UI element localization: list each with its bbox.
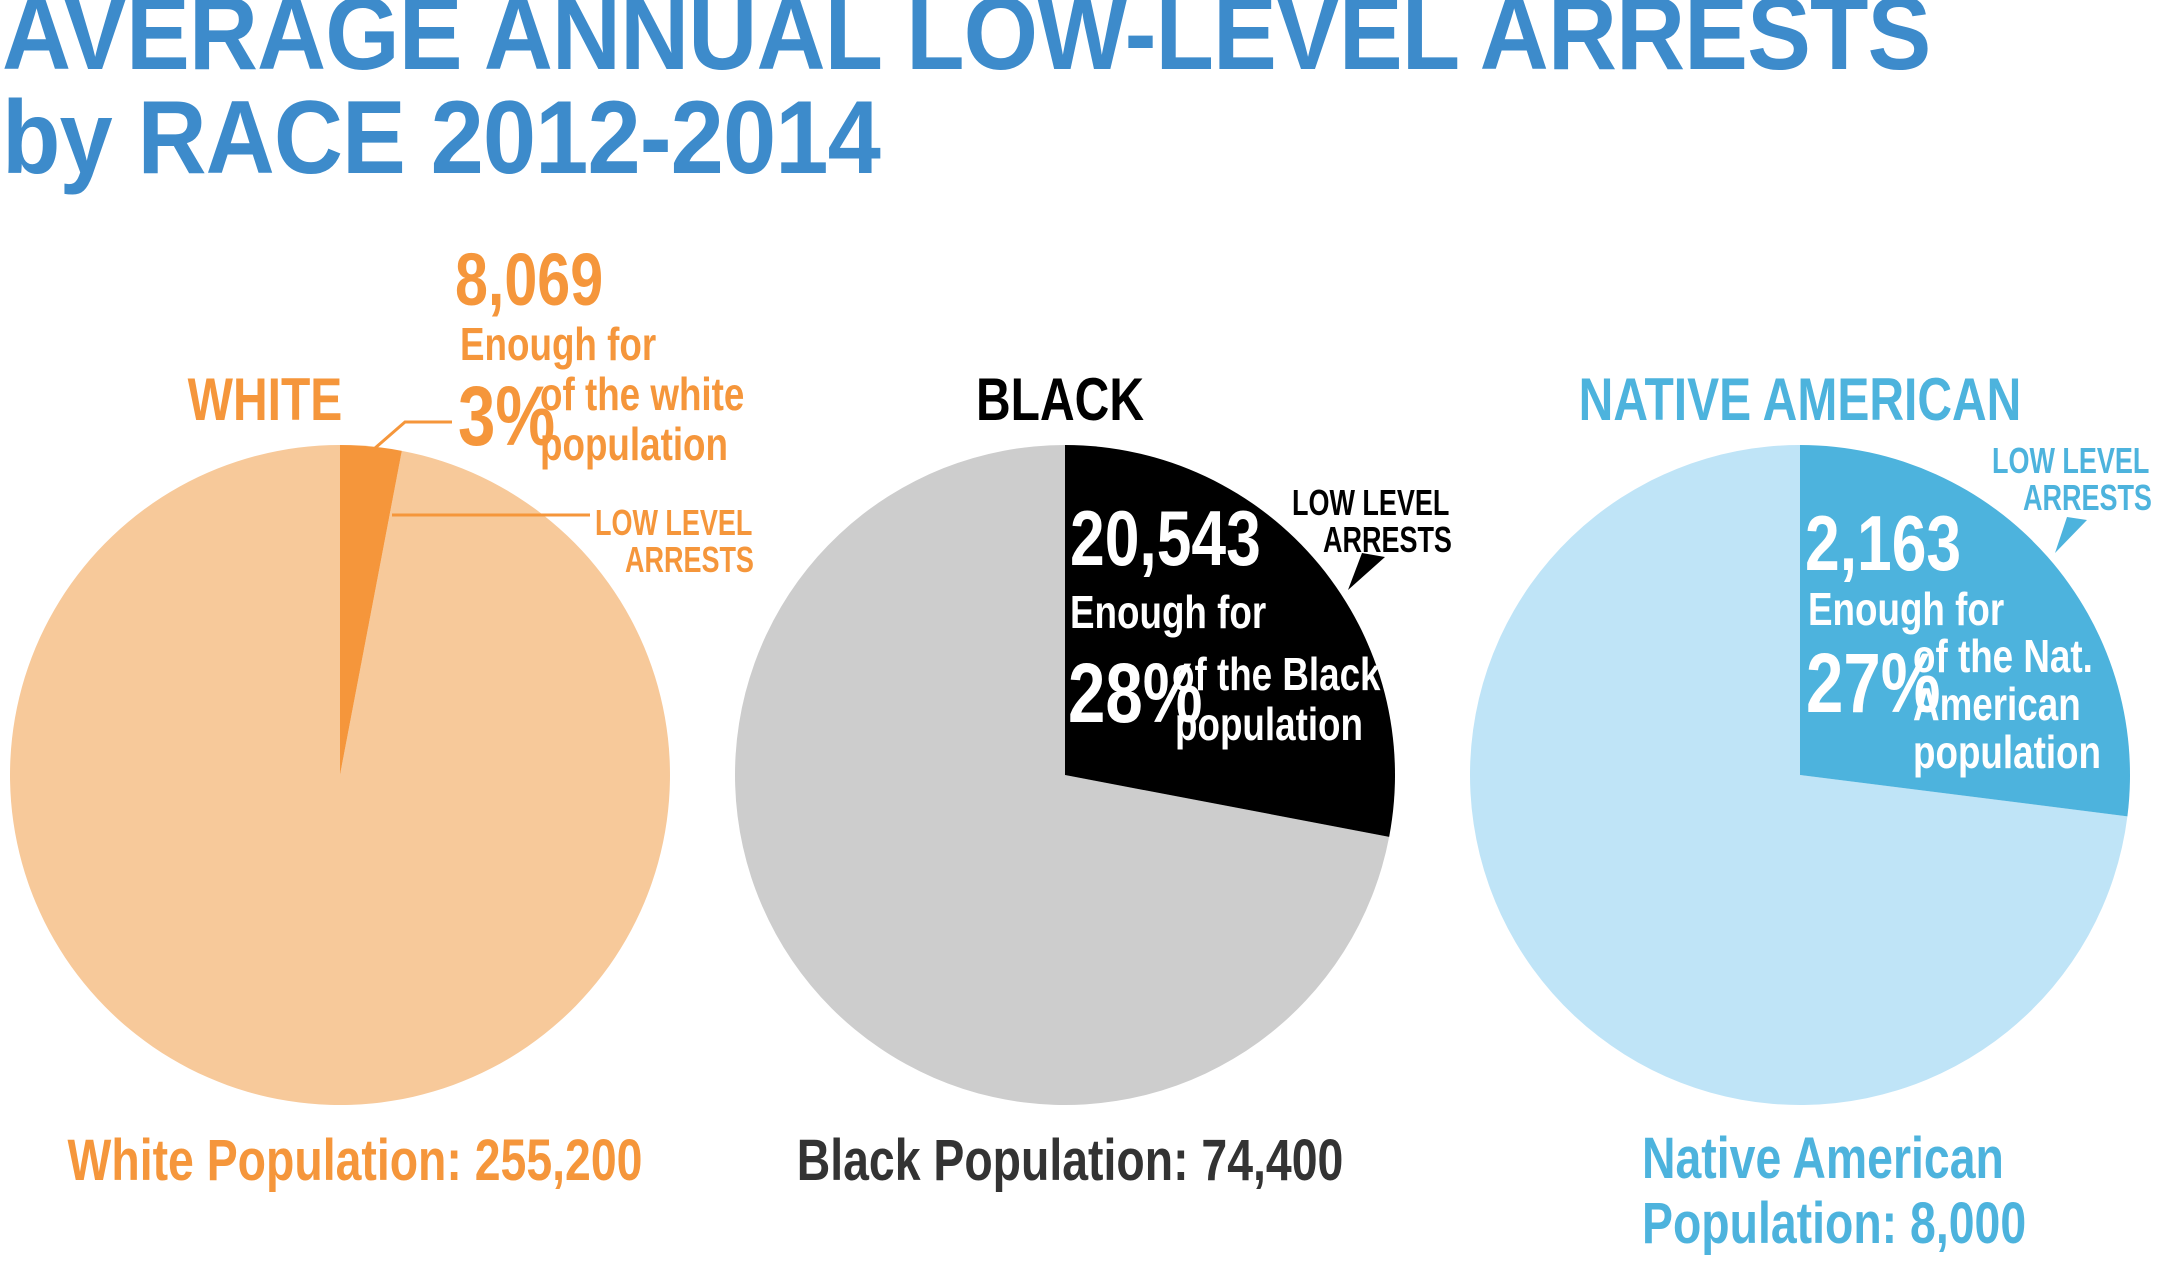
native-population-label-line-2: Population: 8,000	[1642, 1191, 2026, 1256]
chart-title-line-2: by RACE 2012-2014	[2, 80, 881, 196]
black-category-label: BLACK	[976, 366, 1144, 433]
white-category-label: WHITE	[188, 366, 343, 433]
white-population-label: White Population: 255,200	[68, 1128, 643, 1193]
black-percent-label: 28%	[1068, 647, 1202, 741]
native-rest-slice	[1469, 445, 2128, 1105]
native-callout-pointer	[2055, 517, 2087, 553]
white-population-word: population	[540, 418, 728, 470]
native-arrests-slice	[1800, 445, 2130, 817]
native-arrests-value: 2,163	[1805, 499, 1961, 586]
white-enough-for-label: Enough for	[460, 318, 656, 370]
white-of-the-label: of the white	[540, 368, 744, 420]
white-arrests-value: 8,069	[455, 239, 603, 322]
white-arrests-slice	[340, 445, 402, 775]
white-percent-label: 3%	[458, 370, 555, 464]
chart-title-line-1: AVERAGE ANNUAL LOW-LEVEL ARRESTS	[2, 0, 1931, 92]
black-enough-for-label: Enough for	[1070, 586, 1266, 638]
white-percent-leader	[370, 420, 452, 453]
native-of-the-label: of the Nat.	[1913, 630, 2093, 682]
native-population-label-line-1: Native American	[1642, 1126, 2004, 1191]
white-rest-slice	[9, 445, 670, 1105]
black-arrests-value: 20,543	[1070, 494, 1261, 581]
white-callout-line-2: ARRESTS	[625, 539, 754, 580]
native-category-label: NATIVE AMERICAN	[1579, 366, 2022, 433]
black-callout-line-1: LOW LEVEL	[1292, 482, 1449, 523]
native-callout-line-1: LOW LEVEL	[1992, 440, 2149, 481]
native-callout-line-2: ARRESTS	[2023, 477, 2152, 518]
native-population-word: population	[1913, 726, 2101, 778]
black-population-label: Black Population: 74,400	[797, 1128, 1344, 1193]
black-rest-slice	[735, 445, 1390, 1105]
native-american-word: American	[1913, 678, 2081, 730]
white-callout-line-1: LOW LEVEL	[595, 502, 752, 543]
black-callout-line-2: ARRESTS	[1323, 519, 1452, 560]
black-of-the-label: of the Black	[1172, 648, 1381, 700]
native-percent-label: 27%	[1806, 637, 1940, 731]
black-population-word: population	[1175, 698, 1363, 750]
native-enough-for-label: Enough for	[1808, 583, 2004, 635]
black-callout-pointer	[1348, 553, 1385, 590]
black-arrests-slice	[1065, 445, 1395, 837]
